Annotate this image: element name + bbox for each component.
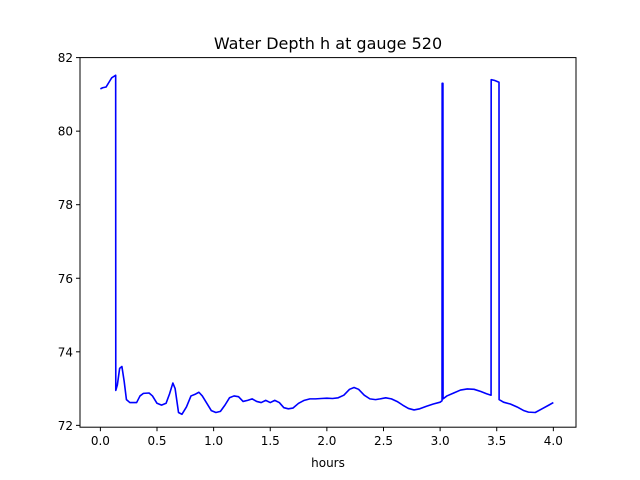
y-tick-label: 74 xyxy=(58,345,73,359)
x-tick-label: 0.0 xyxy=(91,434,110,448)
y-tick-label: 72 xyxy=(58,419,73,433)
x-tick-label: 3.5 xyxy=(487,434,506,448)
y-tick-label: 82 xyxy=(58,51,73,65)
y-tick-label: 76 xyxy=(58,272,73,286)
x-axis-ticks: 0.0 0.5 1.0 1.5 2.0 2.5 3.0 3.5 4.0 xyxy=(91,427,563,448)
x-axis-label: hours xyxy=(311,456,345,470)
y-axis-ticks: 72 74 76 78 80 82 xyxy=(58,51,80,433)
y-tick-label: 80 xyxy=(58,125,73,139)
series-line-0 xyxy=(100,74,554,416)
chart-title: Water Depth h at gauge 520 xyxy=(214,34,442,53)
y-tick-label: 78 xyxy=(58,198,73,212)
x-tick-label: 1.5 xyxy=(261,434,280,448)
axes-frame xyxy=(79,57,577,428)
x-tick-label: 2.0 xyxy=(317,434,336,448)
plot-area xyxy=(100,74,554,416)
x-tick-label: 2.5 xyxy=(374,434,393,448)
x-tick-label: 1.0 xyxy=(204,434,223,448)
x-tick-label: 3.0 xyxy=(431,434,450,448)
x-tick-label: 0.5 xyxy=(147,434,166,448)
x-tick-label: 4.0 xyxy=(544,434,563,448)
